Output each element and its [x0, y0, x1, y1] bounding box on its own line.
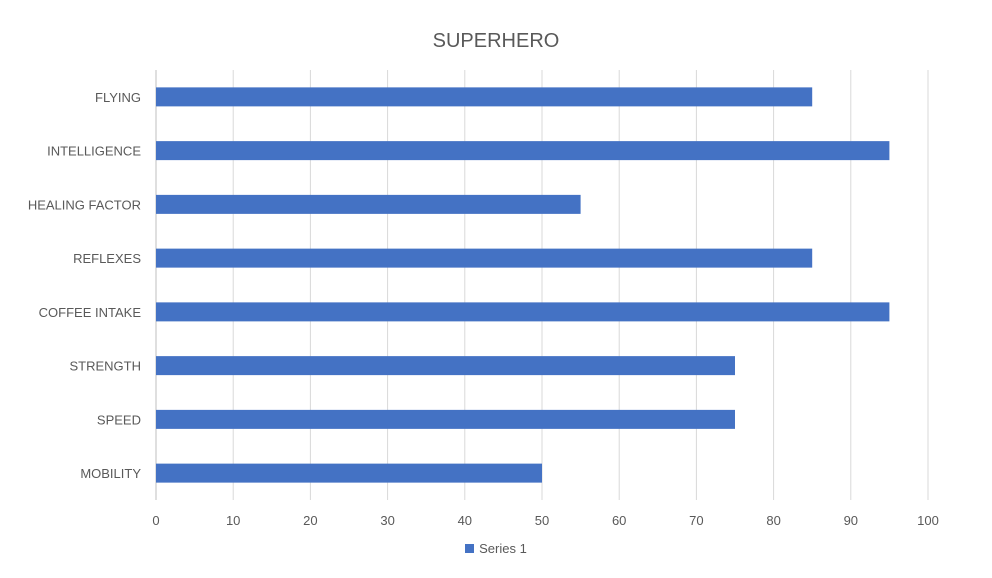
bar-flying: [156, 87, 813, 107]
legend-swatch: [465, 544, 475, 553]
chart-title: SUPERHERO: [432, 30, 560, 52]
bar-coffee-intake: [156, 302, 890, 322]
bar-reflexes: [156, 248, 813, 268]
category-label: STRENGTH: [70, 359, 142, 374]
x-tick-label: 60: [612, 513, 626, 528]
category-label: INTELLIGENCE: [47, 144, 141, 159]
bar-intelligence: [156, 141, 890, 161]
legend-label: Series 1: [479, 541, 527, 556]
bar-mobility: [156, 463, 542, 483]
x-tick-labels: 0 10 20 30 40 50 60 70 80 90 100: [152, 513, 938, 528]
category-label: HEALING FACTOR: [28, 197, 141, 212]
x-tick-label: 90: [844, 513, 858, 528]
x-tick-label: 50: [535, 513, 549, 528]
legend-item: Series 1: [465, 541, 527, 556]
legend: Series 1: [0, 541, 992, 556]
category-label: REFLEXES: [73, 251, 141, 266]
bar-speed: [156, 409, 735, 429]
x-tick-label: 100: [917, 513, 939, 528]
x-tick-label: 10: [226, 513, 240, 528]
bar-healing-factor: [156, 194, 581, 214]
bar-strength: [156, 356, 735, 376]
x-tick-label: 30: [380, 513, 394, 528]
x-tick-label: 40: [458, 513, 472, 528]
category-label: SPEED: [97, 412, 141, 427]
category-label: COFFEE INTAKE: [39, 305, 142, 320]
gridlines: [155, 70, 929, 500]
bars: [156, 87, 890, 483]
category-label: FLYING: [95, 90, 141, 105]
x-tick-label: 70: [689, 513, 703, 528]
x-tick-label: 20: [303, 513, 317, 528]
category-labels: MOBILITY SPEED STRENGTH COFFEE INTAKE REFLEX…: [28, 90, 142, 481]
category-label: MOBILITY: [80, 466, 141, 481]
x-tick-label: 80: [766, 513, 780, 528]
x-tick-label: 0: [152, 513, 159, 528]
